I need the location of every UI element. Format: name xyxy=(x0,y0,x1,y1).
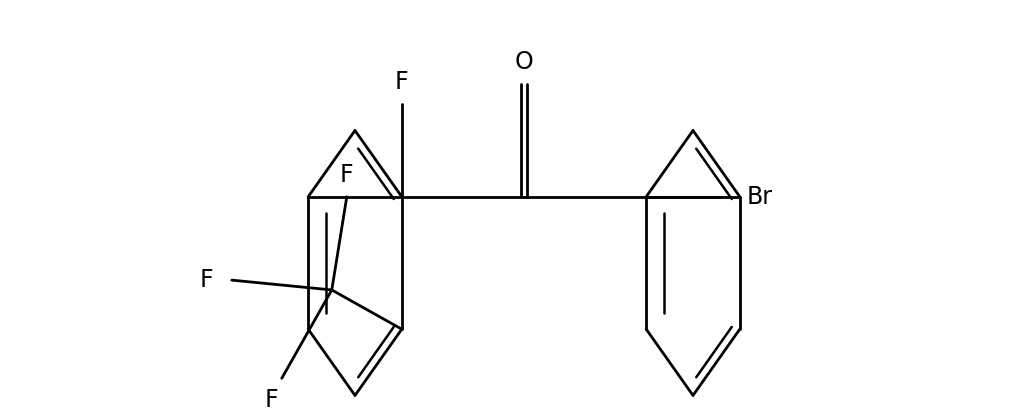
Text: F: F xyxy=(340,163,354,187)
Text: F: F xyxy=(200,268,214,292)
Text: O: O xyxy=(515,50,534,74)
Text: Br: Br xyxy=(746,185,772,209)
Text: F: F xyxy=(395,70,409,94)
Text: F: F xyxy=(265,388,279,412)
